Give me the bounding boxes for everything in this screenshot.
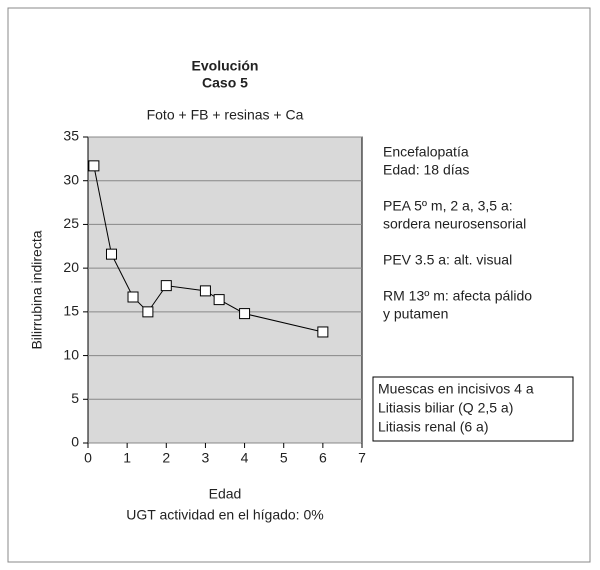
y-tick-label: 10 bbox=[63, 346, 79, 362]
annotation: Encefalopatía bbox=[383, 144, 469, 160]
annotation: RM 13º m: afecta pálido bbox=[383, 288, 532, 304]
annotation: PEV 3.5 a: alt. visual bbox=[383, 252, 512, 268]
annotation: PEA 5º m, 2 a, 3,5 a: bbox=[383, 198, 513, 214]
marker bbox=[213, 294, 225, 306]
box-note: Litiasis biliar (Q 2,5 a) bbox=[378, 400, 513, 416]
y-tick-label: 15 bbox=[63, 303, 79, 319]
subtitle: Foto + FB + resinas + Ca bbox=[147, 107, 304, 123]
x-axis-label: Edad bbox=[209, 486, 242, 502]
marker bbox=[142, 306, 154, 318]
chart-title: Caso 5 bbox=[202, 75, 248, 91]
x-tick-label: 3 bbox=[202, 450, 210, 466]
marker bbox=[160, 280, 172, 292]
y-axis-label: Bilirrubina indirecta bbox=[29, 230, 45, 349]
x-tick-label: 1 bbox=[123, 450, 131, 466]
marker bbox=[105, 248, 117, 260]
plot-area bbox=[87, 136, 363, 444]
annotation: sordera neurosensorial bbox=[383, 216, 526, 232]
annotation: Edad: 18 días bbox=[383, 162, 469, 178]
chart-title: Evolución bbox=[192, 58, 259, 74]
y-tick-label: 0 bbox=[71, 434, 79, 450]
x-tick-label: 4 bbox=[241, 450, 249, 466]
marker bbox=[317, 326, 329, 338]
annotation: y putamen bbox=[383, 306, 448, 322]
box-note: Muescas en incisivos 4 a bbox=[378, 381, 534, 397]
x-tick-label: 2 bbox=[162, 450, 170, 466]
box-note: Litiasis renal (6 a) bbox=[378, 419, 489, 435]
x-tick-label: 6 bbox=[319, 450, 327, 466]
note: UGT actividad en el hígado: 0% bbox=[126, 507, 323, 523]
note-box bbox=[372, 376, 574, 442]
y-tick-label: 5 bbox=[71, 390, 79, 406]
marker bbox=[127, 291, 139, 303]
y-tick-label: 20 bbox=[63, 259, 79, 275]
y-tick-label: 35 bbox=[63, 128, 79, 144]
y-tick-label: 25 bbox=[63, 215, 79, 231]
marker bbox=[239, 308, 251, 320]
x-tick-label: 5 bbox=[280, 450, 288, 466]
x-tick-label: 7 bbox=[358, 450, 366, 466]
x-tick-label: 0 bbox=[84, 450, 92, 466]
marker bbox=[199, 285, 211, 297]
marker bbox=[88, 160, 100, 172]
y-tick-label: 30 bbox=[63, 171, 79, 187]
